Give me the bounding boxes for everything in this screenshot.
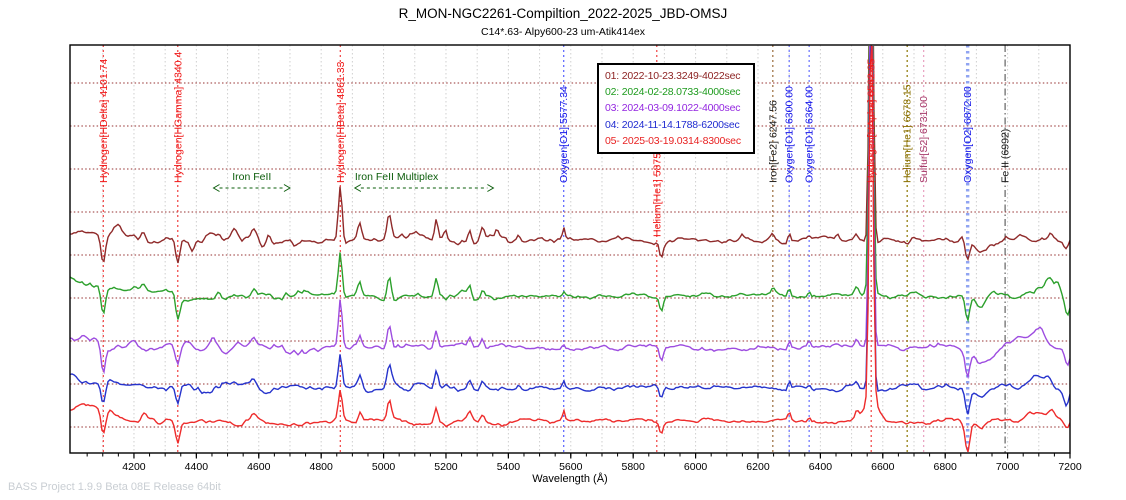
spectrum-trace-04: [70, 46, 1070, 415]
spectral-line-label: Hydrogen[HDelta] 4101.74: [98, 59, 110, 183]
x-tick-label: 5800: [622, 461, 646, 473]
spectral-line-label: Fe II (6992): [1000, 129, 1012, 183]
legend[interactable]: 01: 2022-10-23.3249-4022sec 02: 2024-02-2…: [597, 63, 755, 155]
x-tick-label: 4200: [122, 461, 146, 473]
spectral-line-label: Oxygen[O1] 5577.34: [558, 86, 570, 183]
spectral-line-label: Sulfur[S2] 6731.00: [918, 96, 930, 183]
spectral-line-label: Helium[He1] 5875: [651, 153, 663, 237]
arrowhead-left-icon: [353, 184, 362, 192]
x-tick-label: 4800: [309, 461, 333, 473]
spectral-line-label: Hydrogen[HGamma] 4340.4: [172, 52, 184, 183]
x-tick-label: 4600: [247, 461, 271, 473]
arrowhead-right-icon: [283, 184, 291, 192]
x-tick-label: 5600: [559, 461, 583, 473]
arrowhead-left-icon: [212, 184, 220, 192]
spectrum-trace-02: [70, 46, 1070, 323]
legend-entry: 02: 2024-02-28.0733-4000sec: [605, 86, 741, 99]
spectral-line-label: Oxygen[O2] 6872.00: [962, 86, 974, 183]
chart-title: R_MON-NGC2261-Compiltion_2022-2025_JBD-O…: [398, 6, 728, 21]
x-tick-label: 6400: [809, 461, 833, 473]
legend-entry: 03: 2024-03-09.1022-4000sec: [605, 102, 741, 115]
x-tick-label: 5200: [434, 461, 458, 473]
x-tick-label: 6000: [684, 461, 708, 473]
spectrum-trace-01: [70, 46, 1070, 264]
x-tick-label: 6200: [746, 461, 770, 473]
range-label: Iron FeII: [232, 171, 271, 183]
x-tick-label: 5000: [372, 461, 396, 473]
spectral-line-label: Hydrogen[HBeta] 4861.33: [335, 61, 347, 183]
legend-entry: 05- 2025-03-19.0314-8300sec: [605, 134, 741, 147]
arrowhead-right-icon: [487, 184, 495, 192]
spectral-line-label: Iron[Fe2] 6247.56: [767, 100, 779, 183]
x-tick-label: 5400: [497, 461, 521, 473]
x-tick-label: 6600: [871, 461, 895, 473]
range-label: Iron FeII Multiplex: [355, 171, 439, 183]
legend-entry: 01: 2022-10-23.3249-4022sec: [605, 70, 741, 82]
x-tick-label: 7200: [1058, 461, 1082, 473]
spectral-line-label: Oxygen[O1] 6300.00: [784, 86, 796, 183]
plot-border: [69, 44, 1071, 454]
spectral-line-label: Hydrogen[HApha] 6562.85: [866, 59, 878, 183]
spectral-line-label: Oxygen[O1] 6364.00: [804, 86, 816, 183]
spectrum-trace-03: [70, 46, 1070, 380]
x-tick-label: 4400: [185, 461, 209, 473]
chart-subtitle: C14*.63- Alpy600-23 um-Atik414ex: [480, 26, 645, 38]
spectral-line-label: Helium[He1] 6678.15: [902, 84, 914, 183]
legend-entry: 04: 2024-11-14.1788-6200sec: [605, 118, 740, 131]
x-tick-label: 6800: [934, 461, 958, 473]
status-bar-text: BASS Project 1.9.9 Beta 08E Release 64bi…: [8, 481, 221, 493]
x-axis-label: Wavelength (Å): [532, 473, 608, 485]
x-tick-label: 7000: [996, 461, 1020, 473]
spectrum-trace-05: [70, 46, 1070, 452]
